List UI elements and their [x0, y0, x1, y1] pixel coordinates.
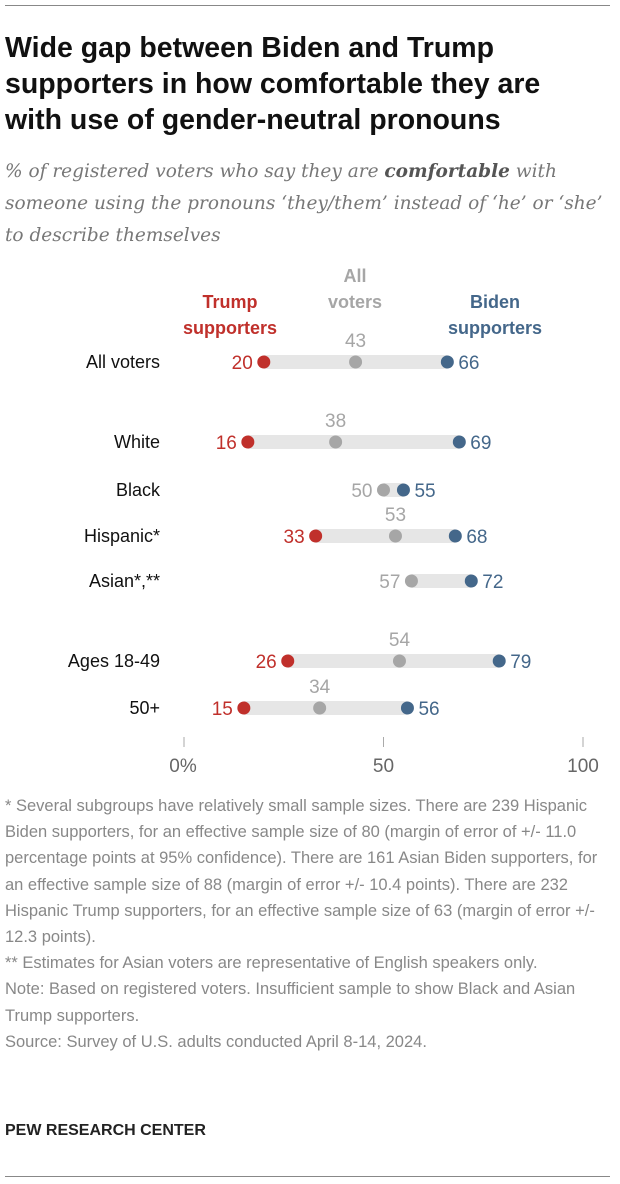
- legend-all: voters: [328, 292, 382, 312]
- range-bar: [315, 529, 456, 543]
- biden-dot: [452, 435, 466, 449]
- biden-dot: [440, 355, 454, 369]
- all-voters-dot: [329, 435, 343, 449]
- chart-title: Wide gap between Biden and Trump support…: [5, 32, 541, 136]
- legend-trump: supporters: [183, 318, 277, 338]
- brand-name: PEW RESEARCH CENTER: [5, 1122, 206, 1139]
- trump-dot: [257, 355, 271, 369]
- subtitle-emphasis: comfortable: [384, 161, 510, 182]
- all-voters-dot: [313, 701, 327, 715]
- trump-dot: [241, 435, 255, 449]
- all-voters-dot: [349, 355, 363, 369]
- chart-subtitle: % of registered voters who say they are …: [5, 156, 610, 252]
- row-label: White: [114, 432, 160, 452]
- trump-value: 33: [284, 527, 305, 548]
- row-label: Black: [116, 480, 161, 500]
- range-bar: [247, 435, 460, 449]
- trump-dot: [309, 529, 323, 543]
- biden-value: 68: [466, 527, 487, 548]
- axis-tick-label: 50: [373, 756, 394, 777]
- bottom-rule: [5, 1176, 610, 1177]
- biden-dot: [448, 529, 462, 543]
- range-bar: [411, 574, 472, 588]
- axis-tick-label: 100: [567, 756, 599, 777]
- subtitle-text-end: with someone using the pronouns ‘they/th…: [5, 161, 603, 246]
- all-voters-value: 50: [351, 481, 372, 502]
- row-label: Ages 18-49: [68, 651, 160, 671]
- legend-biden: Biden: [470, 292, 520, 312]
- legend-all: All: [343, 266, 366, 286]
- subtitle-text: % of registered voters who say they are: [5, 161, 385, 182]
- footnote-sample: * Several subgroups have relatively smal…: [5, 797, 598, 947]
- axis-tick-label: 0%: [169, 756, 197, 777]
- trump-value: 15: [212, 699, 233, 720]
- trump-value: 20: [232, 353, 253, 374]
- all-voters-value: 57: [379, 572, 400, 593]
- biden-dot: [400, 701, 414, 715]
- all-voters-dot: [388, 529, 402, 543]
- biden-value: 66: [458, 353, 479, 374]
- all-voters-value: 54: [389, 630, 411, 651]
- biden-value: 69: [470, 433, 491, 454]
- biden-dot: [492, 654, 506, 668]
- all-voters-value: 43: [345, 331, 366, 352]
- biden-value: 56: [418, 699, 439, 720]
- dot-plot: Trump supporters All voters Biden supporters A…: [68, 266, 599, 777]
- all-voters-value: 38: [325, 411, 346, 432]
- biden-value: 79: [510, 652, 531, 673]
- footnote-asian: ** Estimates for Asian voters are repres…: [5, 954, 538, 973]
- legend-biden: supporters: [448, 318, 542, 338]
- row-label: Asian*,**: [89, 571, 160, 591]
- all-voters-value: 34: [309, 677, 331, 698]
- all-voters-dot: [392, 654, 406, 668]
- biden-value: 55: [414, 481, 435, 502]
- all-voters-value: 53: [385, 505, 406, 526]
- row-label: All voters: [86, 352, 160, 372]
- row-label: Hispanic*: [84, 526, 160, 546]
- trump-dot: [237, 701, 251, 715]
- biden-dot: [464, 574, 478, 588]
- top-rule: [5, 5, 610, 6]
- biden-dot: [396, 483, 410, 497]
- notes: * Several subgroups have relatively smal…: [5, 793, 610, 1055]
- legend-trump: Trump: [202, 292, 257, 312]
- all-voters-dot: [377, 483, 390, 497]
- note: Note: Based on registered voters. Insuff…: [5, 980, 576, 1025]
- trump-dot: [281, 654, 295, 668]
- source: Source: Survey of U.S. adults conducted …: [5, 1032, 427, 1051]
- biden-value: 72: [482, 572, 503, 593]
- all-voters-dot: [404, 574, 418, 588]
- trump-value: 16: [216, 433, 237, 454]
- trump-value: 26: [256, 652, 277, 673]
- row-label: 50+: [129, 698, 160, 718]
